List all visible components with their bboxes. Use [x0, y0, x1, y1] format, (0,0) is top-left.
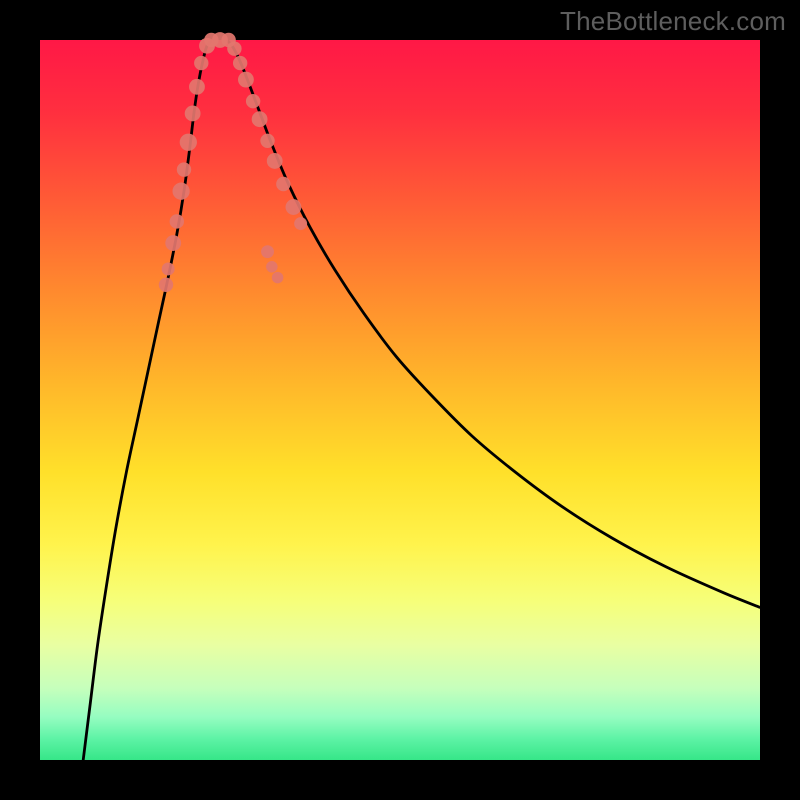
data-dot — [185, 106, 201, 122]
data-dot — [180, 134, 197, 151]
data-dot — [246, 94, 260, 108]
data-dot — [233, 56, 247, 70]
data-dot — [165, 235, 181, 251]
data-dot — [252, 111, 268, 127]
data-dot — [266, 261, 278, 273]
data-dot — [294, 217, 307, 230]
data-dot — [272, 272, 284, 284]
watermark-text: TheBottleneck.com — [560, 6, 786, 37]
chart-frame: TheBottleneck.com — [0, 0, 800, 800]
right-curve — [227, 40, 760, 607]
data-dot — [267, 153, 283, 169]
data-dot — [260, 134, 274, 148]
chart-svg — [40, 40, 760, 760]
data-dot — [162, 262, 175, 275]
data-dot — [170, 214, 184, 228]
data-dot — [227, 41, 241, 55]
data-dot — [261, 245, 274, 258]
dot-group — [159, 32, 307, 292]
data-dot — [194, 56, 208, 70]
data-dot — [189, 79, 205, 95]
data-dot — [286, 199, 302, 215]
data-dot — [159, 278, 173, 292]
plot-area — [40, 40, 760, 760]
data-dot — [172, 183, 189, 200]
data-dot — [238, 72, 254, 88]
data-dot — [177, 162, 191, 176]
data-dot — [276, 177, 290, 191]
